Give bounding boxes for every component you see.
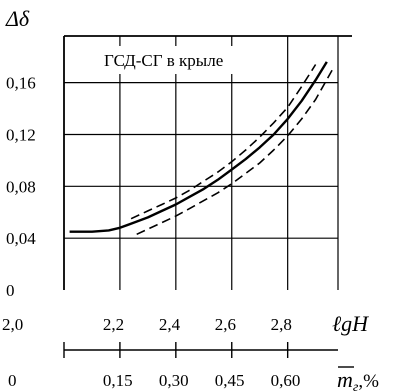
x-tick-label: 2,0	[2, 315, 23, 334]
series-line-dashed	[130, 64, 317, 220]
svg-text:mг,%: mг,%	[337, 367, 379, 392]
chart-annotation: ГСД-СГ в крыле	[104, 51, 223, 70]
secondary-axis-label-sub: г	[353, 380, 359, 392]
secondary-x-tick-label: 0,45	[215, 371, 245, 390]
tick-labels: 2,0 2,2 2,4 2,6 2,8 0 0,04 0,08 0,12 0,16 0 0,15 0,3…	[2, 74, 300, 390]
x-tick-label: 2,2	[103, 315, 124, 334]
y-tick-label: 0,16	[6, 74, 36, 93]
series-group	[69, 61, 334, 236]
secondary-axis-label-suffix: ,%	[358, 371, 379, 392]
y-axis-label: Δδ	[5, 6, 30, 31]
annotation-background	[100, 46, 282, 74]
secondary-x-tick-label: 0	[8, 371, 17, 390]
x-axis-label: ℓgH	[332, 311, 369, 336]
y-tick-label: 0,12	[6, 125, 36, 144]
y-tick-label: 0	[6, 281, 15, 300]
secondary-x-tick-label: 0,30	[159, 371, 189, 390]
series-line-dashed	[136, 69, 334, 236]
secondary-axis-label-main: m	[337, 367, 353, 392]
y-tick-label: 0,08	[6, 177, 36, 196]
series-line-solid	[69, 61, 328, 233]
grid	[64, 36, 338, 290]
x-tick-label: 2,8	[271, 315, 292, 334]
axes	[63, 35, 352, 358]
secondary-axis-label: mг,%	[337, 366, 379, 392]
x-tick-label: 2,6	[215, 315, 236, 334]
secondary-x-tick-label: 0,60	[271, 371, 301, 390]
secondary-x-tick-label: 0,15	[103, 371, 133, 390]
y-tick-label: 0,04	[6, 229, 36, 248]
x-tick-label: 2,4	[159, 315, 181, 334]
